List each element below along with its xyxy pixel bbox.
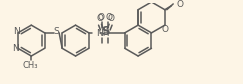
Text: N: N (13, 44, 19, 53)
Text: O: O (96, 14, 103, 23)
Text: O: O (161, 25, 168, 34)
Text: CH₃: CH₃ (23, 61, 38, 70)
Text: NH: NH (97, 29, 110, 38)
Text: O: O (108, 14, 115, 23)
Text: S: S (53, 27, 59, 36)
Text: O: O (176, 0, 183, 9)
Text: O: O (98, 13, 105, 22)
Text: N: N (14, 27, 20, 36)
Text: S: S (101, 25, 110, 38)
Text: O: O (106, 13, 113, 22)
